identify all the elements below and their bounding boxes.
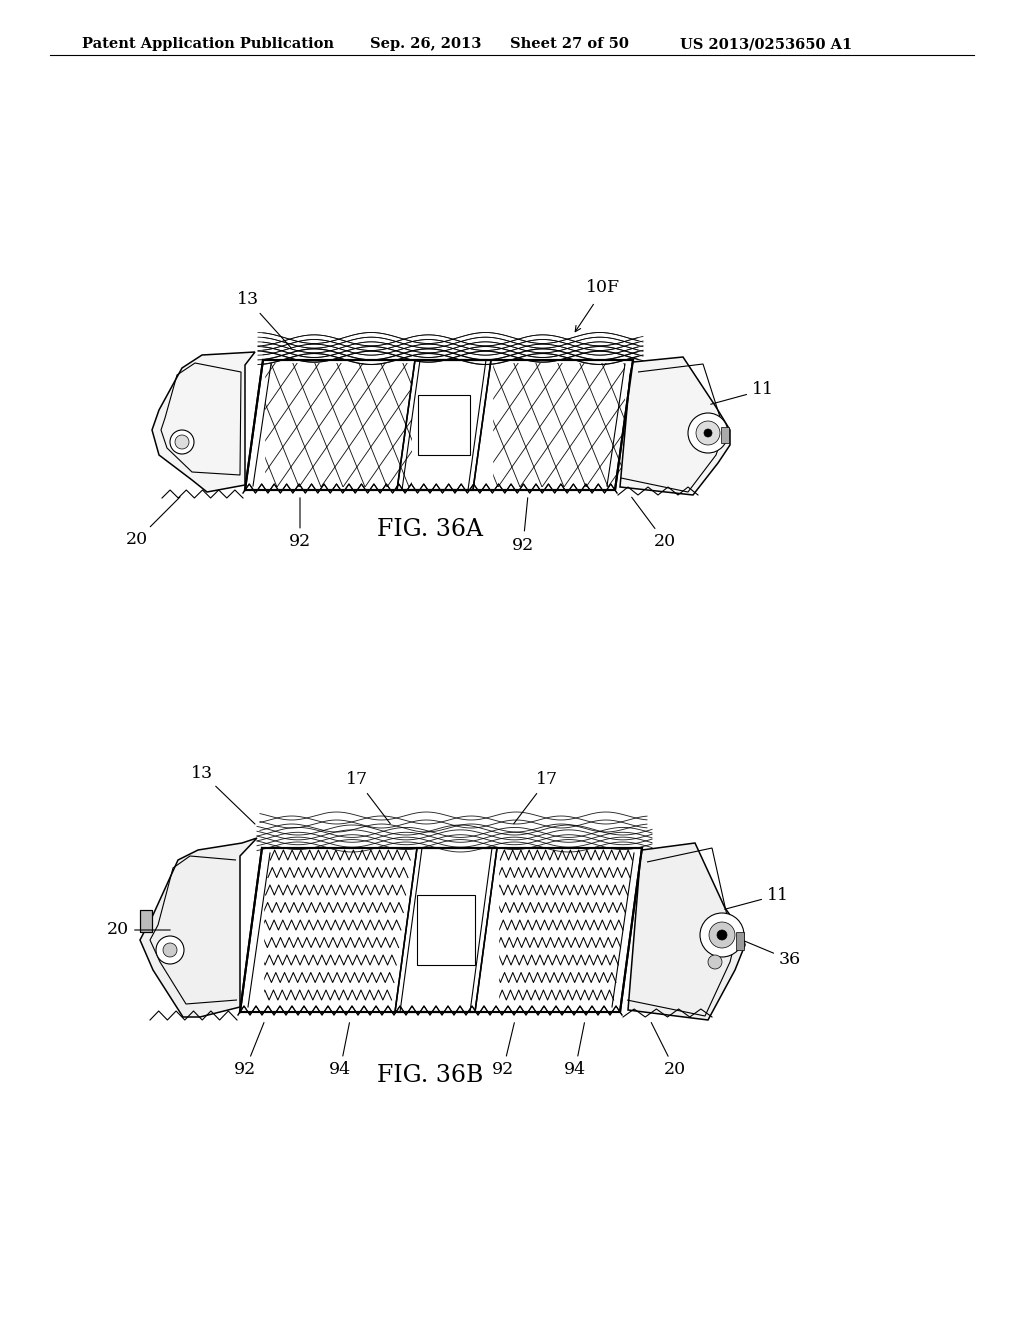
- Text: 92: 92: [492, 1023, 514, 1078]
- Text: 20: 20: [632, 498, 676, 550]
- Circle shape: [709, 921, 735, 948]
- Bar: [418, 395, 470, 455]
- Text: 13: 13: [190, 764, 255, 824]
- Circle shape: [708, 954, 722, 969]
- Polygon shape: [152, 352, 255, 492]
- Text: 11: 11: [711, 381, 774, 404]
- Text: 36: 36: [744, 941, 801, 969]
- Text: 13: 13: [237, 292, 291, 348]
- Bar: [140, 909, 152, 932]
- Circle shape: [717, 931, 727, 940]
- Circle shape: [170, 430, 194, 454]
- Circle shape: [688, 413, 728, 453]
- Circle shape: [705, 429, 712, 437]
- Bar: [736, 932, 744, 950]
- Text: 20: 20: [651, 1023, 686, 1078]
- Bar: [417, 895, 475, 965]
- Circle shape: [156, 936, 184, 964]
- Text: 20: 20: [126, 496, 180, 549]
- Polygon shape: [620, 356, 730, 495]
- Text: 17: 17: [346, 771, 390, 824]
- Circle shape: [700, 913, 744, 957]
- Text: FIG. 36A: FIG. 36A: [377, 519, 483, 541]
- Text: 20: 20: [106, 921, 170, 939]
- Bar: [140, 909, 152, 932]
- Text: 92: 92: [233, 1023, 264, 1078]
- Circle shape: [175, 436, 189, 449]
- Text: Sheet 27 of 50: Sheet 27 of 50: [510, 37, 629, 51]
- Text: 94: 94: [329, 1023, 351, 1078]
- Text: 11: 11: [725, 887, 790, 909]
- Text: Sep. 26, 2013: Sep. 26, 2013: [370, 37, 481, 51]
- Text: 92: 92: [512, 498, 535, 553]
- Polygon shape: [628, 843, 745, 1020]
- Text: 17: 17: [514, 771, 558, 824]
- Text: US 2013/0253650 A1: US 2013/0253650 A1: [680, 37, 852, 51]
- Circle shape: [696, 421, 720, 445]
- Text: 10F: 10F: [586, 279, 621, 296]
- Circle shape: [163, 942, 177, 957]
- Text: FIG. 36B: FIG. 36B: [377, 1064, 483, 1086]
- Bar: [721, 426, 729, 444]
- Text: 92: 92: [289, 498, 311, 550]
- Text: 94: 94: [564, 1023, 586, 1078]
- Polygon shape: [140, 838, 257, 1016]
- Text: Patent Application Publication: Patent Application Publication: [82, 37, 334, 51]
